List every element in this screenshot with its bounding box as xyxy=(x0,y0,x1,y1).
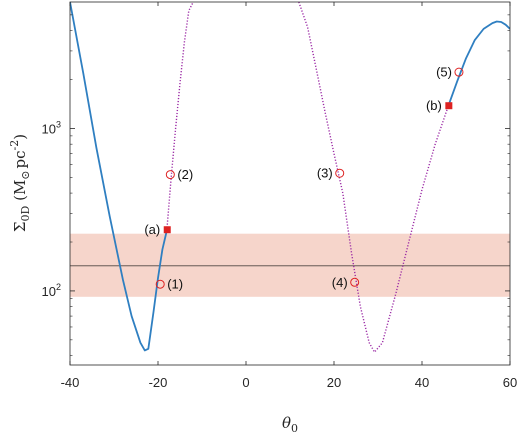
curves xyxy=(70,2,510,353)
marker-5 xyxy=(163,226,171,234)
plot-frame xyxy=(69,1,511,366)
marker-label-1: (2) xyxy=(177,167,193,182)
marker-6 xyxy=(445,102,453,110)
x-tick-label-2: 0 xyxy=(242,375,249,390)
x-axis-title: θ0 xyxy=(282,414,298,435)
marker-2 xyxy=(335,168,345,178)
x-tick-label-5: 60 xyxy=(503,375,517,390)
marker-label-2: (3) xyxy=(317,166,333,181)
y-tick-label-0: 102 xyxy=(42,282,61,299)
markers: (1) (2) (3) (4) (5) (a) (b) xyxy=(144,65,464,292)
marker-label-5: (a) xyxy=(144,222,160,237)
confidence-band xyxy=(70,233,510,297)
series-1-line xyxy=(166,2,194,231)
marker-label-3: (4) xyxy=(332,275,348,290)
series-3-line xyxy=(447,20,510,107)
marker-1 xyxy=(165,170,175,180)
x-tick-label-1: -20 xyxy=(149,375,168,390)
x-tick-label-3: 20 xyxy=(327,375,341,390)
marker-4 xyxy=(454,67,464,77)
marker-label-4: (5) xyxy=(436,65,452,80)
series-0-line xyxy=(70,2,168,352)
ticks: -40 -20 0 20 40 60 102 103 xyxy=(42,2,517,390)
x-tick-label-4: 40 xyxy=(415,375,429,390)
y-axis-title: Σ0D (M⊙pc-2) xyxy=(8,134,32,232)
y-tick-label-1: 103 xyxy=(42,119,61,136)
x-tick-label-0: -40 xyxy=(61,375,80,390)
marker-label-6: (b) xyxy=(426,98,442,113)
marker-label-0: (1) xyxy=(167,277,183,292)
marker-3 xyxy=(350,277,360,287)
marker-0 xyxy=(155,279,165,289)
